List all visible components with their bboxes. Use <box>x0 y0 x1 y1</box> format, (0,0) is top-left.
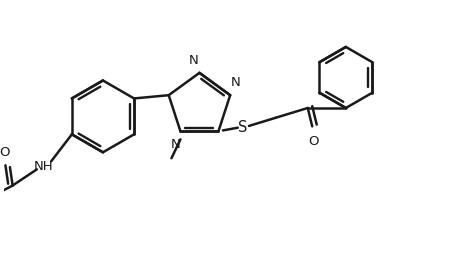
Text: O: O <box>0 146 10 159</box>
Text: N: N <box>189 53 198 66</box>
Text: O: O <box>308 135 318 148</box>
Text: NH: NH <box>34 160 54 173</box>
Text: N: N <box>171 138 181 151</box>
Text: S: S <box>238 120 248 135</box>
Text: N: N <box>231 76 241 89</box>
